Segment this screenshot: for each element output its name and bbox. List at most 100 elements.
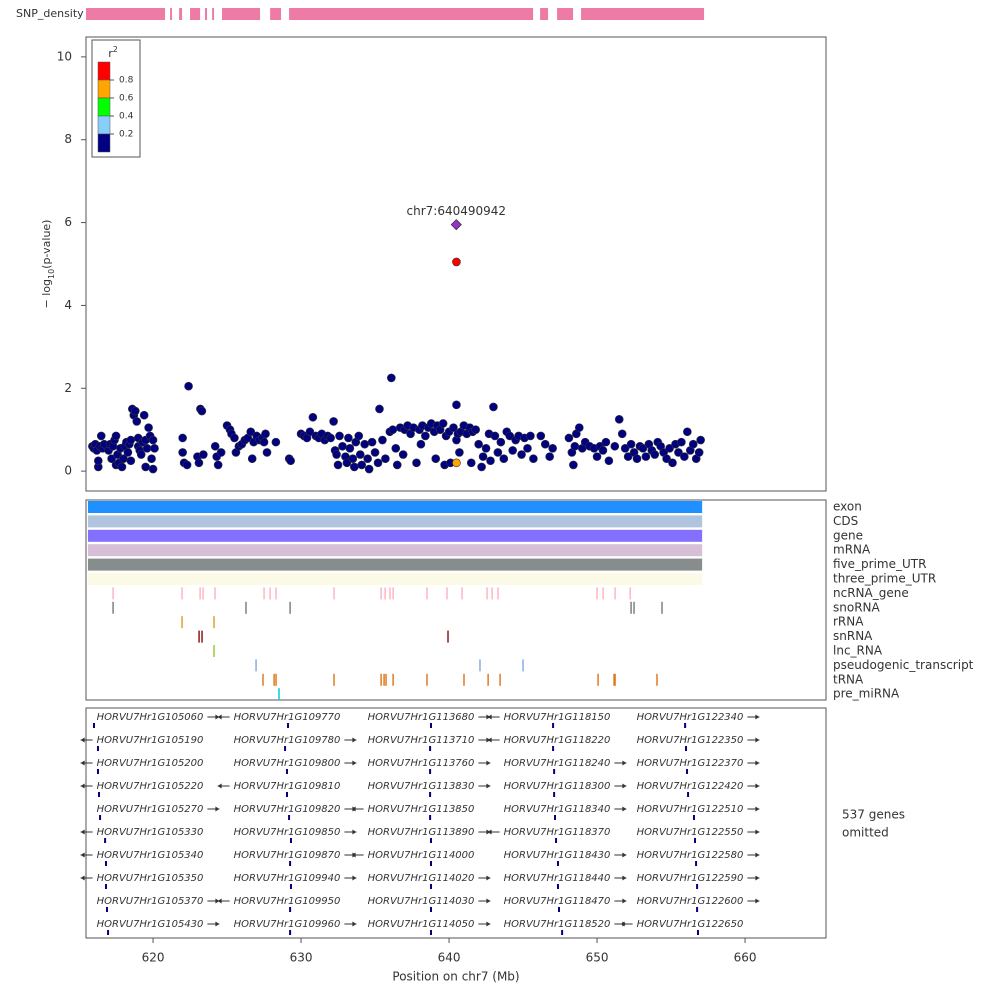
snp-point: [486, 456, 495, 466]
strand-arrowhead: [215, 921, 220, 927]
strand-arrowhead: [351, 806, 356, 812]
gene-label: HORVU7Hr1G105430: [97, 919, 204, 930]
snp-point: [540, 439, 550, 449]
legend-tick-label: 0.2: [119, 130, 133, 140]
gene-label: HORVU7Hr1G105350: [97, 873, 204, 884]
snp-point: [338, 441, 347, 451]
gene-body: [684, 746, 687, 751]
snp-point: [178, 433, 187, 443]
snp-point: [610, 441, 620, 451]
snp-point: [194, 458, 204, 468]
y-tick-label: 10: [57, 49, 72, 63]
gene-body: [96, 769, 99, 774]
strand-arrowhead: [217, 898, 222, 904]
track-label: ncRNA_gene: [833, 586, 909, 600]
y-tick-label: 6: [64, 215, 72, 229]
snp-point: [305, 427, 315, 437]
gene-body: [289, 861, 292, 866]
gene-body: [98, 792, 101, 797]
strand-arrowhead: [755, 898, 760, 904]
snp-point: [416, 439, 426, 449]
snp-point: [680, 452, 689, 461]
snp-point: [620, 444, 630, 453]
snp-point: [261, 429, 270, 439]
legend-swatch: [97, 79, 111, 99]
snp-point: [481, 444, 491, 453]
density-segment: [270, 8, 282, 20]
snp-point: [357, 460, 367, 470]
snp-point: [471, 425, 480, 434]
track-span: [87, 529, 703, 542]
legend-tick-label: 0.8: [119, 76, 134, 86]
snp-point: [126, 435, 136, 445]
snp-point: [259, 437, 269, 447]
gene-body: [104, 884, 107, 889]
density-segment: [179, 8, 183, 20]
gene-label: HORVU7Hr1G122590: [637, 873, 744, 884]
gene-label: HORVU7Hr1G118220: [504, 735, 611, 746]
gene-label: HORVU7Hr1G109850: [234, 827, 341, 838]
strand-arrowhead: [80, 783, 85, 789]
strand-arrowhead: [755, 714, 760, 720]
strand-arrowhead: [80, 875, 85, 881]
strand-arrowhead: [80, 829, 85, 835]
gene-body: [429, 792, 432, 797]
gene-label: HORVU7Hr1G109870: [234, 850, 341, 861]
strand-arrowhead: [487, 829, 492, 835]
snp-point: [694, 448, 704, 457]
snp-point: [329, 417, 338, 426]
strand-arrowhead: [80, 852, 85, 858]
gene-label: HORVU7Hr1G118150: [504, 712, 611, 723]
snp-point: [564, 433, 574, 443]
strand-arrowhead: [217, 714, 222, 720]
snp-point: [683, 427, 692, 437]
snp-point: [478, 452, 488, 461]
snp-point: [345, 444, 355, 453]
snp-point: [111, 431, 121, 441]
gene-label: HORVU7Hr1G105330: [97, 827, 204, 838]
snp-point: [213, 460, 223, 470]
gene-body: [429, 746, 432, 751]
track-span: [87, 501, 703, 513]
snp-point: [466, 458, 476, 468]
gene-label: HORVU7Hr1G114000: [368, 850, 475, 861]
strand-arrowhead: [352, 737, 357, 743]
x-axis-label: Position on chr7 (Mb): [392, 970, 519, 984]
snp-point: [147, 454, 156, 463]
snp-point: [668, 458, 677, 468]
gene-label: HORVU7Hr1G114050: [368, 919, 475, 930]
strand-arrowhead: [352, 829, 357, 835]
gene-body: [696, 884, 699, 889]
snp-point: [431, 454, 441, 463]
legend-tick-label: 0.6: [119, 94, 134, 104]
snp-point: [508, 446, 517, 455]
track-label: three_prime_UTR: [833, 572, 936, 586]
snp-point: [363, 454, 372, 463]
gene-body: [556, 884, 559, 889]
y-label-prefix: − log: [40, 279, 53, 308]
snp-point: [96, 431, 106, 441]
strand-arrowhead: [352, 875, 357, 881]
gene-label: HORVU7Hr1G118520: [504, 919, 611, 930]
snp-point: [367, 437, 377, 447]
gene-label: HORVU7Hr1G109780: [234, 735, 341, 746]
gene-frame: [85, 707, 827, 939]
snp-point: [545, 452, 554, 461]
strand-arrowhead: [622, 875, 627, 881]
gene-label: HORVU7Hr1G118240: [504, 758, 611, 769]
plot-frame: [85, 36, 827, 492]
snp-point: [364, 464, 374, 474]
strand-arrowhead: [486, 921, 491, 927]
gene-label: HORVU7Hr1G105270: [97, 804, 204, 815]
gene-body: [429, 815, 432, 820]
strand-arrowhead: [487, 737, 492, 743]
strand-arrowhead: [486, 783, 491, 789]
snp-point: [210, 441, 220, 451]
gene-label: HORVU7Hr1G118370: [504, 827, 611, 838]
gene-body: [561, 930, 564, 935]
gene-body: [556, 861, 559, 866]
snp-point: [548, 444, 557, 453]
density-segment: [222, 8, 261, 20]
track-frame: [85, 499, 827, 701]
gene-label: HORVU7Hr1G118470: [504, 896, 611, 907]
